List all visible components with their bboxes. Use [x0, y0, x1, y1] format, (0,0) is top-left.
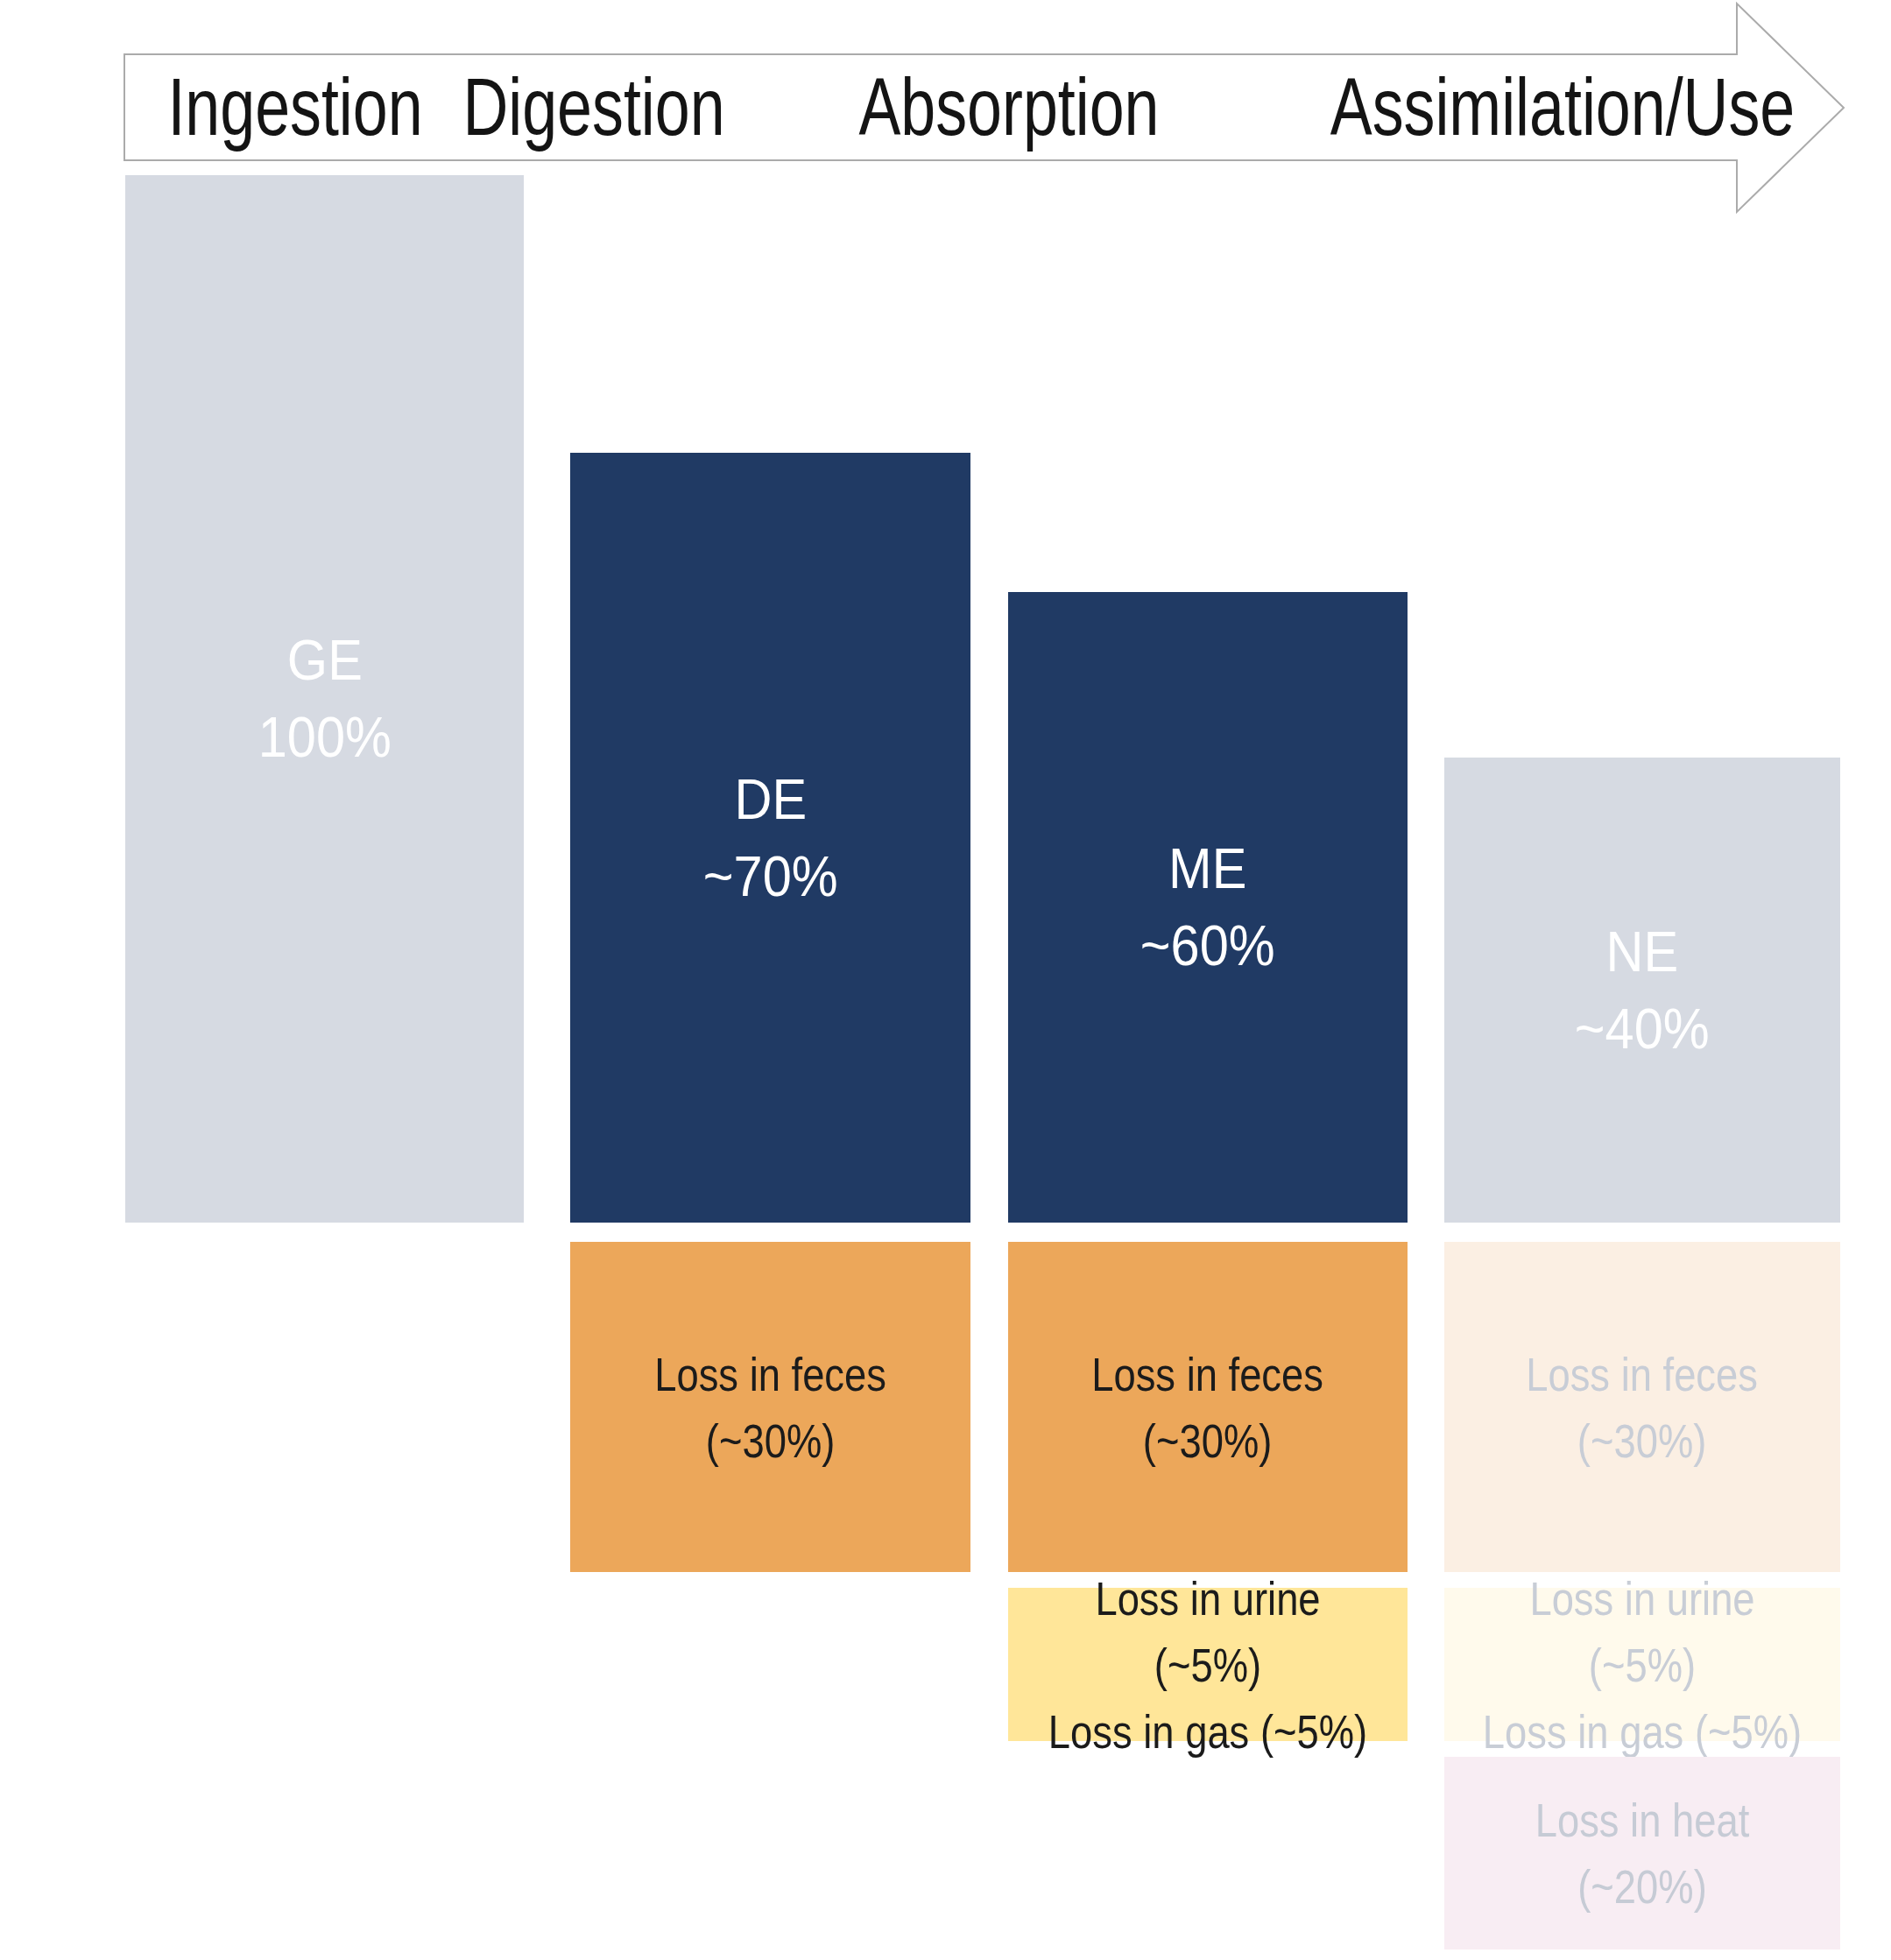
loss-box-me-feces: Loss in feces (~30%)	[1008, 1242, 1408, 1572]
loss-de-feces-line2: (~30%)	[654, 1407, 886, 1474]
bar-net-energy: NE ~40%	[1444, 758, 1840, 1223]
bar-de-value: ~70%	[703, 838, 838, 915]
bar-metabolizable-energy: ME ~60%	[1008, 592, 1408, 1223]
bar-ne-value: ~40%	[1575, 991, 1710, 1068]
bar-gross-energy: GE 100%	[125, 175, 524, 1223]
bar-ge-code: GE	[258, 622, 391, 699]
loss-box-ne-heat-faded: Loss in heat (~20%)	[1444, 1757, 1840, 1949]
loss-me-urine-line: Loss in urine (~5%)	[1040, 1565, 1375, 1698]
bar-ge-value: 100%	[258, 699, 391, 776]
loss-box-ne-urine-gas-faded: Loss in urine (~5%) Loss in gas (~5%)	[1444, 1588, 1840, 1741]
loss-ne-feces-line1: Loss in feces	[1527, 1341, 1759, 1407]
stage-label-ingestion: Ingestion	[167, 54, 422, 160]
loss-me-feces-line1: Loss in feces	[1092, 1341, 1324, 1407]
stage-label-digestion: Digestion	[462, 54, 724, 160]
bar-digestible-energy: DE ~70%	[570, 453, 970, 1223]
loss-ne-feces-line2: (~30%)	[1527, 1407, 1759, 1474]
bar-me-value: ~60%	[1140, 907, 1275, 984]
slide-canvas: Ingestion Digestion Absorption Assimilat…	[0, 0, 1891, 1960]
loss-me-gas-line: Loss in gas (~5%)	[1040, 1698, 1375, 1765]
loss-de-feces-line1: Loss in feces	[654, 1341, 886, 1407]
bar-de-code: DE	[703, 761, 838, 838]
bar-me-code: ME	[1140, 830, 1275, 907]
loss-box-de-feces: Loss in feces (~30%)	[570, 1242, 970, 1572]
bar-ne-code: NE	[1575, 913, 1710, 991]
loss-ne-gas-line: Loss in gas (~5%)	[1476, 1698, 1809, 1765]
stage-label-assimilation: Assimilation/Use	[1330, 54, 1795, 160]
loss-box-me-urine-gas: Loss in urine (~5%) Loss in gas (~5%)	[1008, 1588, 1408, 1741]
loss-ne-urine-line: Loss in urine (~5%)	[1476, 1565, 1809, 1698]
loss-box-ne-feces-faded: Loss in feces (~30%)	[1444, 1242, 1840, 1572]
stage-label-absorption: Absorption	[858, 54, 1159, 160]
loss-ne-heat-line: Loss in heat (~20%)	[1476, 1787, 1809, 1920]
loss-me-feces-line2: (~30%)	[1092, 1407, 1324, 1474]
